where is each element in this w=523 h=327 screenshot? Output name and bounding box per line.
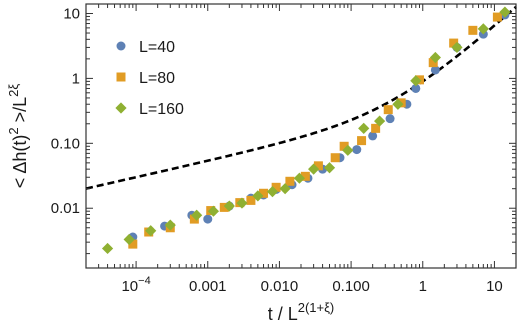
x-tick-label: 10−4 bbox=[121, 275, 150, 295]
data-point-l-160 bbox=[358, 122, 370, 134]
axis-ticks: 10−4 0.001 0.010 0.100 1 10 0.01 0.10 1 10 bbox=[51, 4, 517, 295]
data-point-l-80 bbox=[428, 58, 438, 68]
data-point-l-80 bbox=[219, 202, 229, 212]
data-point-l-80 bbox=[468, 25, 478, 35]
data-point-l-160 bbox=[123, 233, 135, 246]
data-point-l-160 bbox=[145, 225, 157, 237]
data-point-l-80 bbox=[285, 176, 295, 186]
fit-curve-group bbox=[85, 5, 517, 190]
data-point-l-80 bbox=[189, 214, 199, 224]
legend-label: L=40 bbox=[139, 39, 175, 56]
y-tick-label: 10 bbox=[63, 5, 80, 22]
data-points bbox=[101, 6, 511, 255]
legend-label: L=80 bbox=[139, 70, 175, 87]
data-point-l-160 bbox=[252, 190, 264, 202]
data-point-l-160 bbox=[342, 144, 354, 156]
y-axis-label: < Δh(t)2 >/L2ξ bbox=[6, 84, 30, 189]
data-point-l-160 bbox=[236, 197, 248, 209]
data-point-l-160 bbox=[429, 51, 441, 64]
data-point-l-80 bbox=[246, 195, 256, 205]
data-point-l-80 bbox=[271, 182, 281, 192]
axis-labels: t / L2(1+ξ) < Δh(t)2 >/L2ξ bbox=[6, 84, 334, 324]
data-point-l-80 bbox=[383, 105, 393, 115]
x-tick-label: 0.001 bbox=[189, 278, 227, 295]
data-point-l-160 bbox=[207, 205, 220, 217]
data-point-l-80 bbox=[357, 136, 367, 146]
data-point-l-40 bbox=[352, 145, 362, 155]
data-point-l-160 bbox=[223, 200, 235, 212]
data-point-l-40 bbox=[385, 114, 395, 124]
x-tick-label: 1 bbox=[419, 278, 427, 295]
data-point-l-160 bbox=[101, 242, 114, 255]
data-point-l-80 bbox=[339, 141, 349, 151]
legend-label: L=160 bbox=[139, 101, 184, 118]
data-point-l-80 bbox=[492, 12, 502, 22]
data-point-l-160 bbox=[392, 98, 404, 110]
data-point-l-160 bbox=[477, 23, 489, 35]
data-point-l-160 bbox=[279, 183, 291, 195]
legend-marker-l-80 bbox=[116, 72, 126, 82]
x-tick-label: 0.100 bbox=[332, 278, 370, 295]
data-point-l-80 bbox=[449, 38, 459, 48]
data-point-l-160 bbox=[410, 75, 422, 87]
data-point-l-160 bbox=[164, 219, 176, 231]
data-point-l-160 bbox=[374, 115, 386, 127]
data-point-l-80 bbox=[313, 161, 323, 171]
data-point-l-40 bbox=[430, 65, 440, 75]
y-tick-label: 1 bbox=[72, 70, 80, 87]
y-tick-label: 0.01 bbox=[51, 200, 80, 217]
legend-marker-l-160 bbox=[115, 102, 127, 114]
x-axis-label: t / L2(1+ξ) bbox=[268, 300, 335, 324]
legend-marker-l-40 bbox=[116, 41, 126, 51]
data-point-l-80 bbox=[300, 171, 310, 181]
data-point-l-160 bbox=[308, 163, 320, 175]
y-tick-label: 0.10 bbox=[51, 135, 80, 152]
data-point-l-80 bbox=[259, 188, 269, 198]
data-point-l-40 bbox=[411, 83, 421, 93]
legend: L=40 L=80 L=160 bbox=[115, 39, 184, 118]
data-point-l-160 bbox=[266, 186, 279, 198]
x-tick-label: 10 bbox=[486, 278, 503, 295]
data-point-l-160 bbox=[293, 172, 306, 184]
data-point-l-160 bbox=[451, 41, 463, 54]
data-point-l-80 bbox=[330, 153, 340, 163]
data-point-l-160 bbox=[499, 6, 511, 18]
data-point-l-80 bbox=[128, 239, 138, 249]
data-point-l-160 bbox=[191, 209, 203, 221]
data-point-l-40 bbox=[368, 131, 378, 141]
data-point-l-40 bbox=[203, 214, 213, 224]
data-point-l-160 bbox=[323, 162, 336, 174]
fit-curve bbox=[85, 5, 517, 190]
x-tick-label: 0.010 bbox=[261, 278, 299, 295]
data-point-l-80 bbox=[371, 123, 381, 133]
